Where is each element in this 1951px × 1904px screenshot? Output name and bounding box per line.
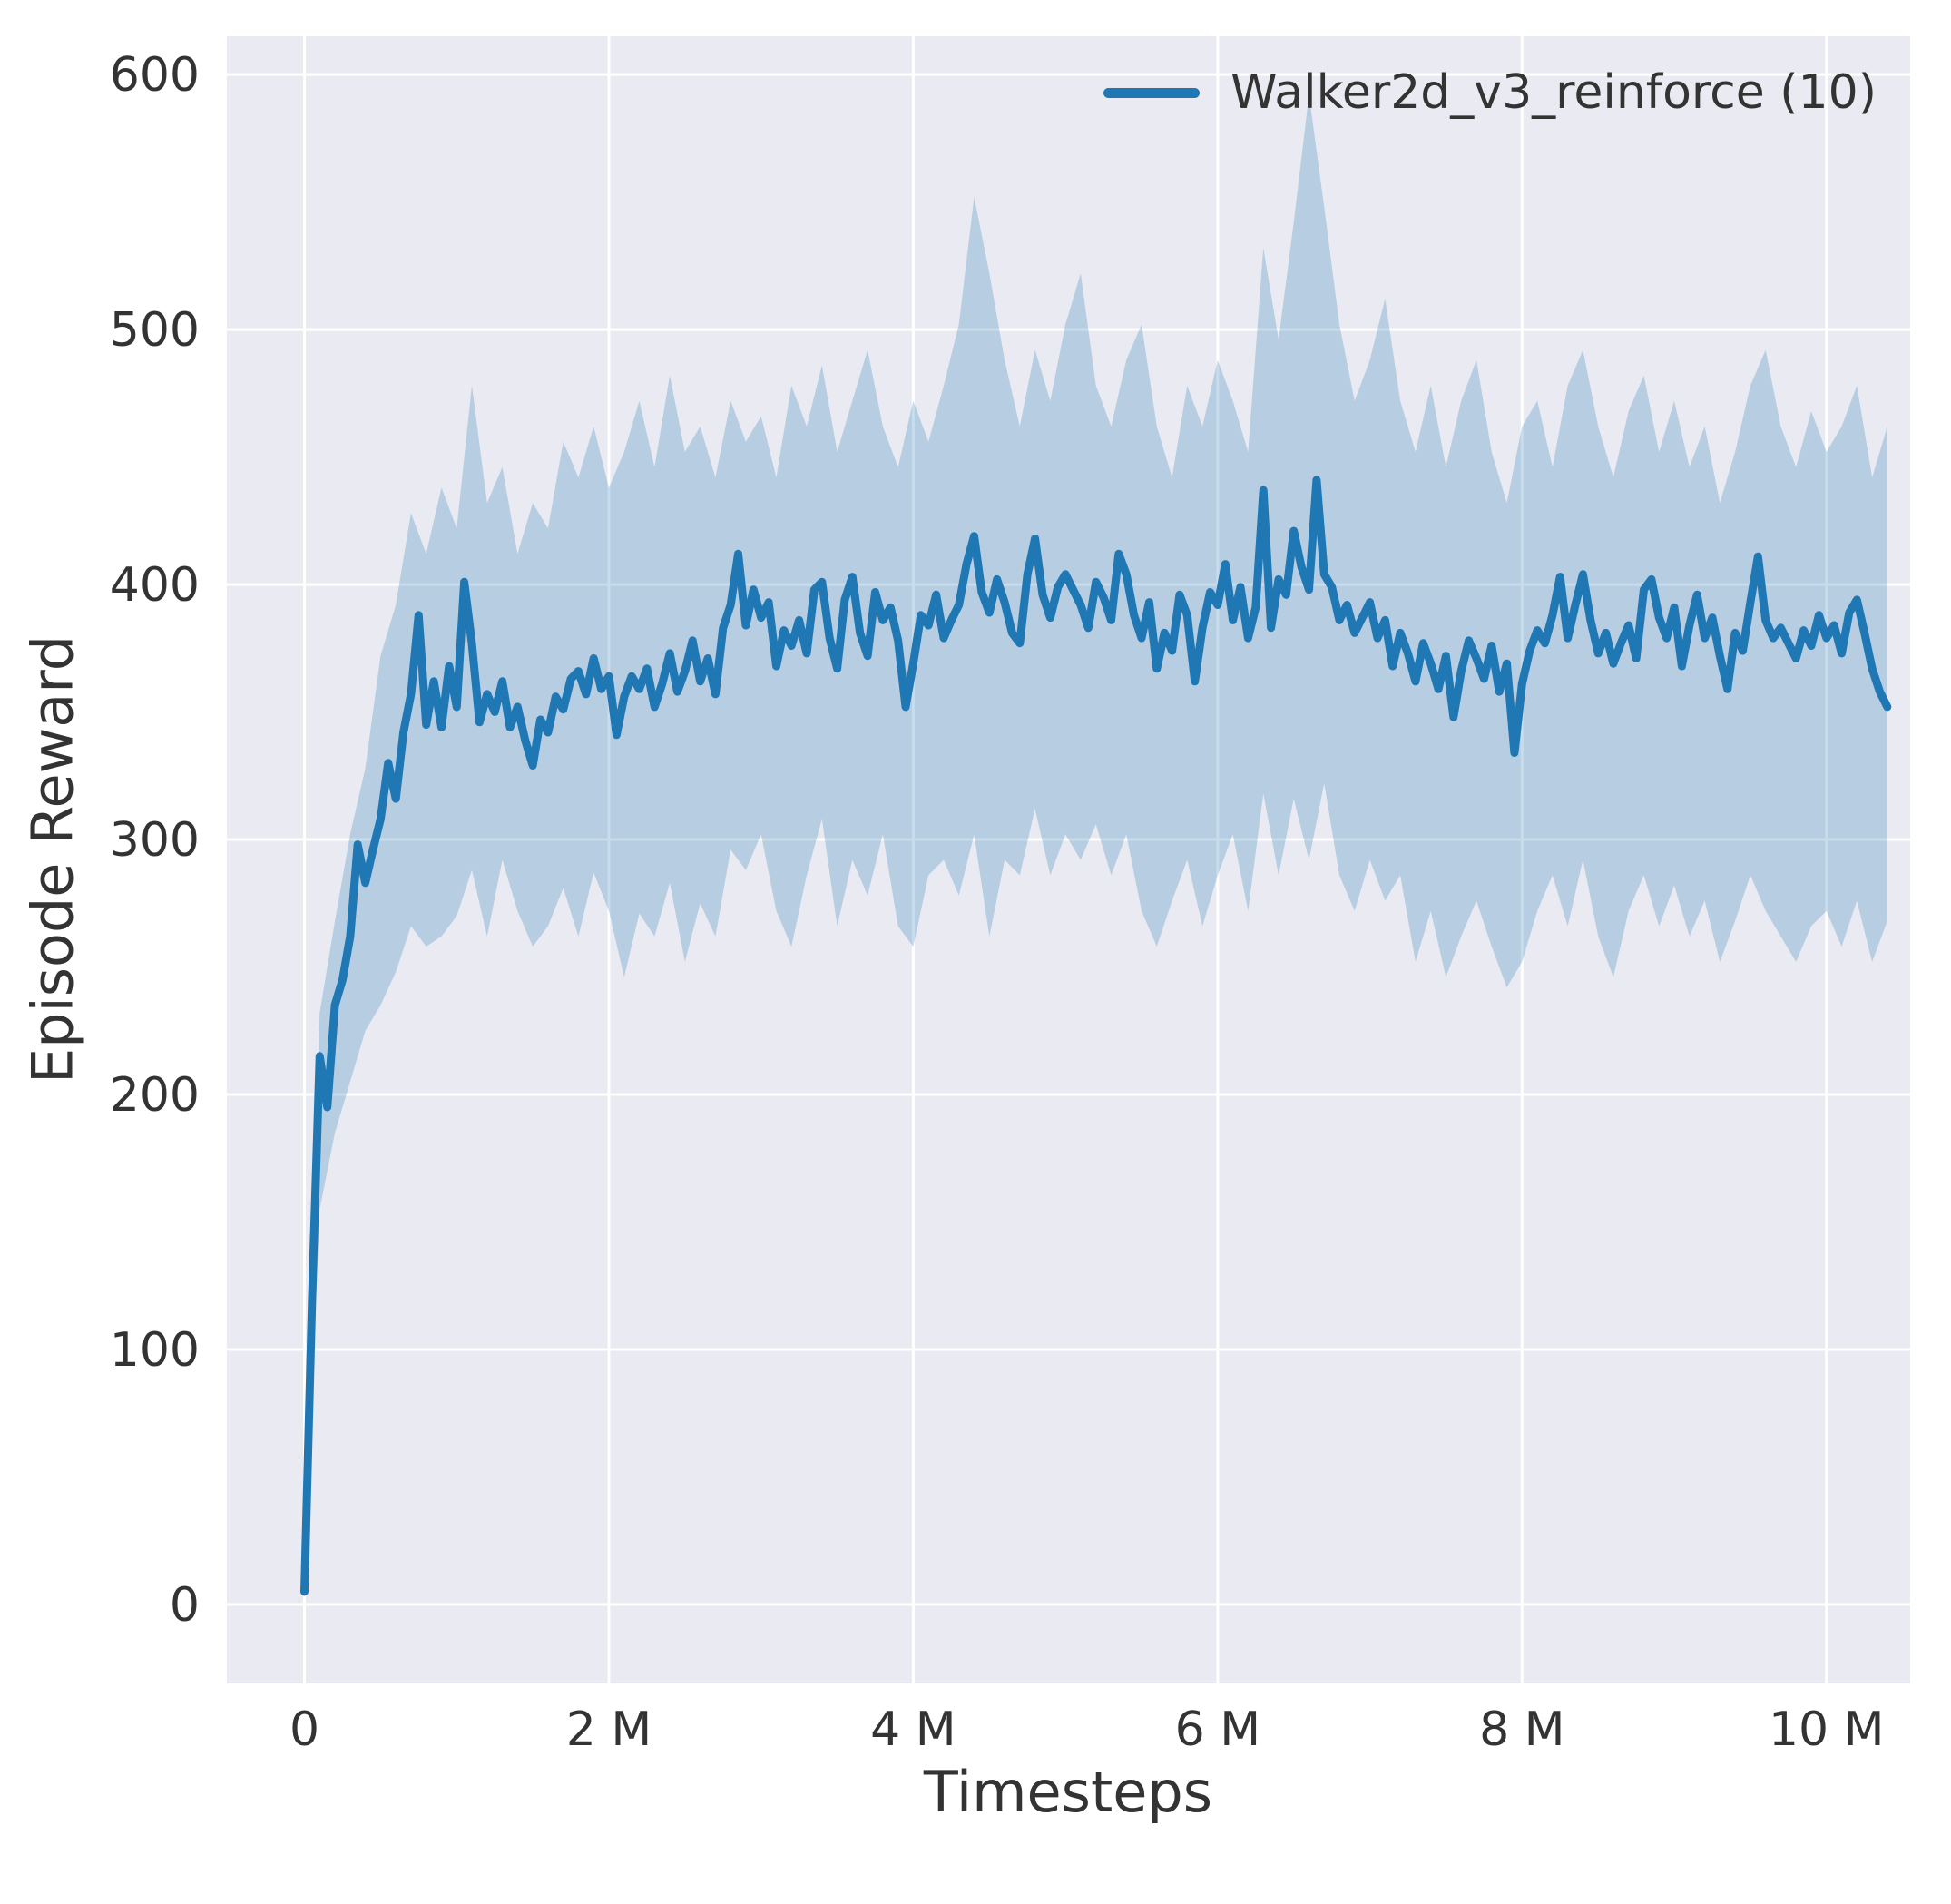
x-tick-label: 8 M <box>1479 1703 1564 1757</box>
x-tick-label: 2 M <box>566 1703 652 1757</box>
y-tick-label: 100 <box>110 1323 200 1378</box>
y-tick-label: 500 <box>110 303 200 358</box>
legend: Walker2d_v3_reinforce (10) <box>1103 65 1877 120</box>
x-tick-label: 10 M <box>1769 1703 1885 1757</box>
x-tick-label: 6 M <box>1175 1703 1260 1757</box>
x-axis-label: Timesteps <box>923 1759 1213 1825</box>
y-tick-label: 300 <box>110 813 200 868</box>
axes-background <box>227 36 1910 1683</box>
mean-line <box>300 476 1892 1596</box>
y-tick-label: 0 <box>170 1578 200 1633</box>
x-tick-label: 4 M <box>870 1703 956 1757</box>
legend-line-swatch <box>1103 87 1201 98</box>
confidence-band <box>304 94 1887 1597</box>
legend-label: Walker2d_v3_reinforce (10) <box>1230 65 1877 120</box>
x-tick-label: 0 <box>289 1703 319 1757</box>
y-tick-label: 400 <box>110 558 200 613</box>
y-tick-label: 600 <box>110 48 200 103</box>
y-tick-label: 200 <box>110 1068 200 1123</box>
y-axis-label: Episode Reward <box>19 634 86 1084</box>
